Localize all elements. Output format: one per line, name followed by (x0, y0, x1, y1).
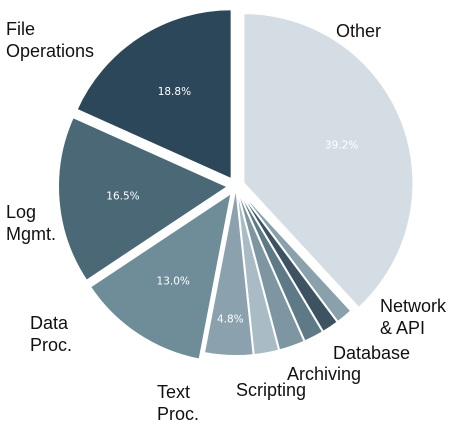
slice-value-label: 18.8% (158, 86, 191, 98)
slice-category-label: Log Mgmt. (6, 202, 56, 244)
slice-value-label: 39.2% (325, 140, 358, 152)
pie-slice (242, 12, 415, 310)
pie-slice (202, 185, 255, 357)
slice-category-label: File Operations (6, 19, 94, 61)
pie-slice (57, 115, 231, 283)
slice-category-label: Archiving (287, 364, 361, 384)
slice-category-label: Text Proc. (157, 382, 199, 424)
pie-slice (75, 8, 233, 181)
slice-category-label: Data Proc. (30, 313, 72, 355)
slice-category-label: Other (336, 21, 381, 41)
slice-value-label: 13.0% (157, 275, 190, 287)
slice-category-label: Scripting (236, 380, 306, 400)
pie-slice (88, 190, 234, 361)
slice-value-label: 16.5% (106, 190, 139, 202)
slice-value-label: 4.8% (217, 313, 244, 325)
slice-category-label: Network & API (380, 296, 447, 338)
slice-category-label: Database (333, 343, 410, 363)
